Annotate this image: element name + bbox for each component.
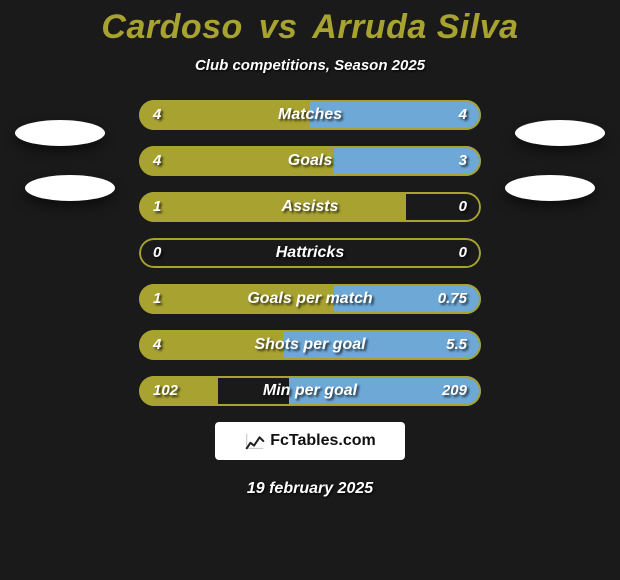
stat-label: Goals (139, 146, 481, 176)
stats-container: 44Matches 43Goals 10Assists 00Hattricks 10.7… (139, 100, 481, 406)
vs-text: vs (259, 8, 298, 46)
stat-label: Hattricks (139, 238, 481, 268)
player1-photo-placeholder-2 (25, 175, 115, 201)
player1-photo-placeholder (15, 120, 105, 146)
stat-row: 102209Min per goal (139, 376, 481, 406)
brand-text: FcTables.com (270, 432, 376, 450)
stat-label: Assists (139, 192, 481, 222)
stat-label: Min per goal (139, 376, 481, 406)
stat-row: 10.75Goals per match (139, 284, 481, 314)
comparison-title: Cardoso vs Arruda Silva (0, 0, 620, 47)
stat-row: 10Assists (139, 192, 481, 222)
stat-row: 00Hattricks (139, 238, 481, 268)
player2-photo-placeholder-2 (505, 175, 595, 201)
brand-badge: FcTables.com (215, 422, 405, 460)
chart-icon (244, 430, 266, 452)
subtitle: Club competitions, Season 2025 (0, 57, 620, 74)
player2-photo-placeholder (515, 120, 605, 146)
stat-row: 45.5Shots per goal (139, 330, 481, 360)
stat-label: Shots per goal (139, 330, 481, 360)
stat-row: 44Matches (139, 100, 481, 130)
stat-row: 43Goals (139, 146, 481, 176)
player2-name: Arruda Silva (312, 8, 518, 46)
player1-name: Cardoso (101, 8, 242, 46)
stat-label: Goals per match (139, 284, 481, 314)
stat-label: Matches (139, 100, 481, 130)
date-text: 19 february 2025 (0, 480, 620, 498)
